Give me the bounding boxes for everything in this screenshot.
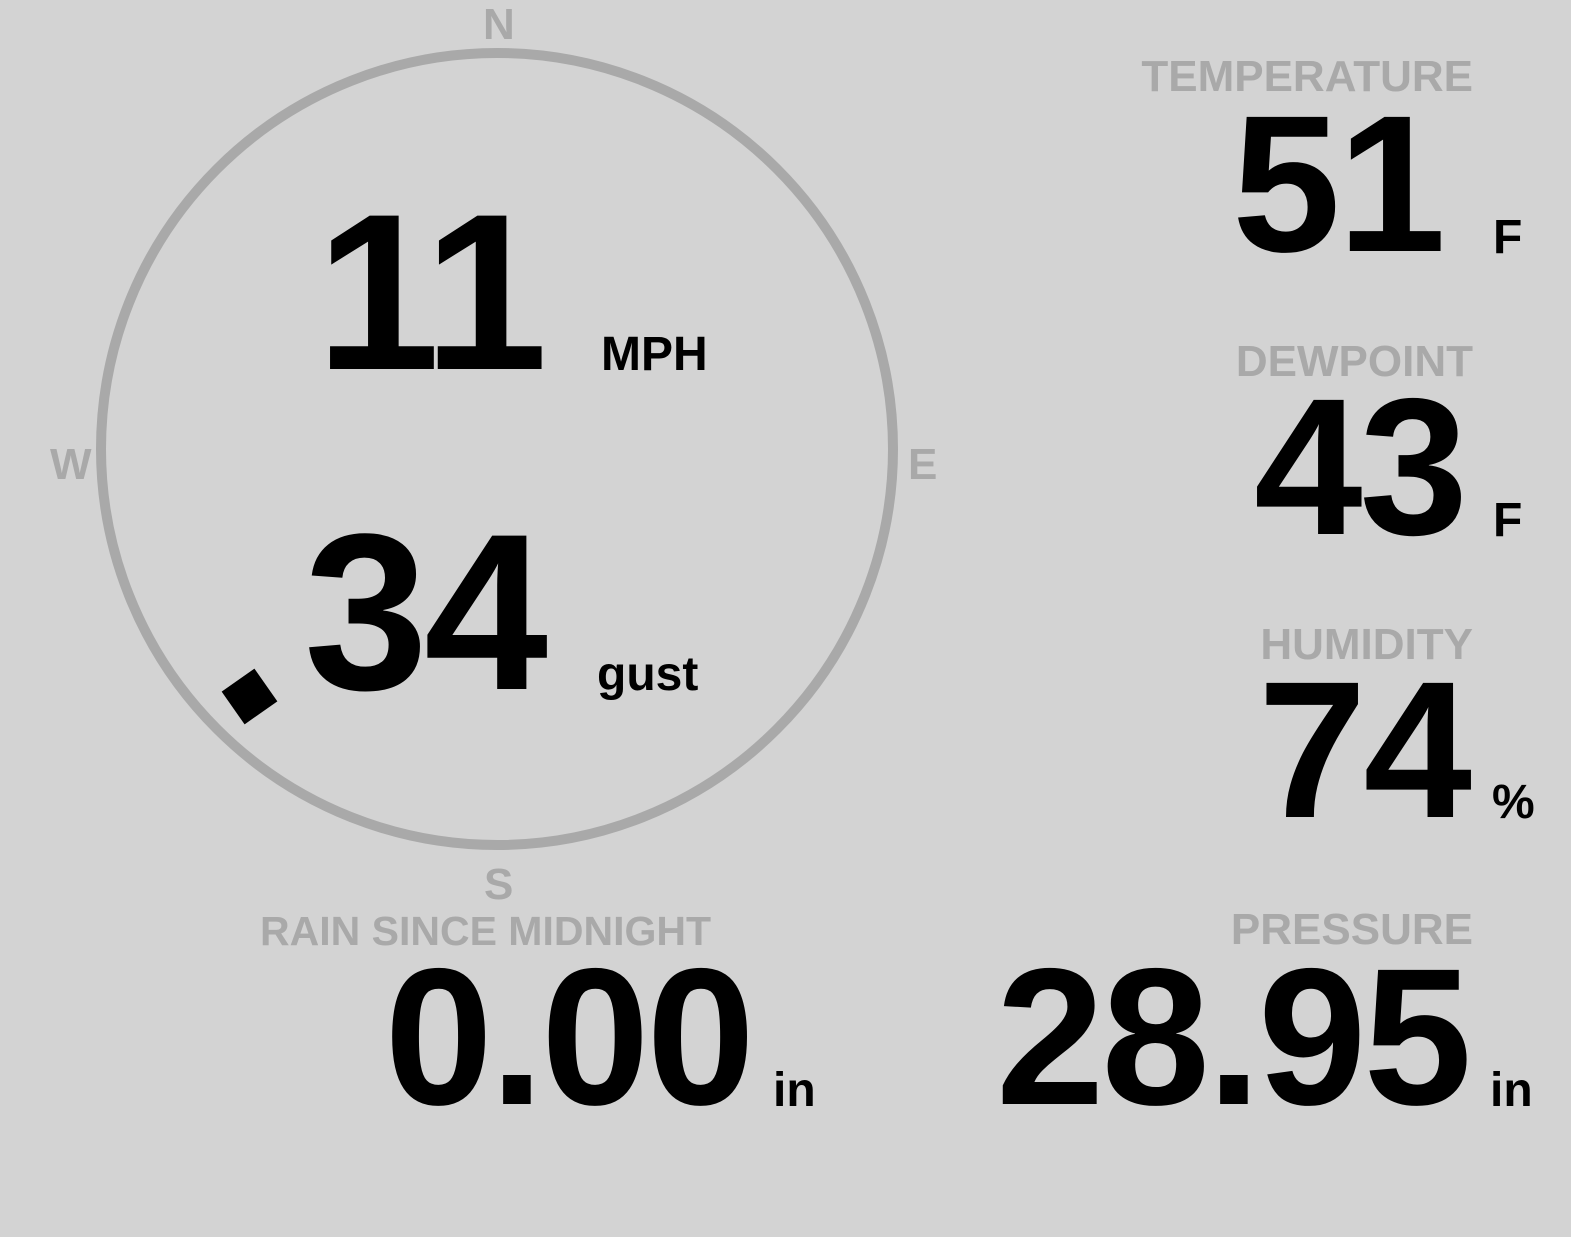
humidity-value: 74 xyxy=(1258,641,1472,859)
compass-north-label: N xyxy=(483,0,515,49)
dewpoint-unit: F xyxy=(1493,494,1523,547)
humidity-label: HUMIDITY xyxy=(1260,620,1473,669)
rain-label: RAIN SINCE MIDNIGHT xyxy=(260,908,711,954)
pressure-unit: in xyxy=(1490,1064,1533,1117)
compass-ring xyxy=(96,48,898,850)
wind-speed-value: 11 xyxy=(316,168,548,417)
compass-south-label: S xyxy=(484,860,514,909)
temperature-value: 51 xyxy=(1232,75,1446,293)
humidity-unit: % xyxy=(1492,776,1535,829)
wind-speed-unit: MPH xyxy=(601,328,708,381)
temperature-label: TEMPERATURE xyxy=(1141,52,1473,101)
dewpoint-label: DEWPOINT xyxy=(1235,337,1473,386)
compass-east-label: E xyxy=(908,440,938,489)
pressure-value: 28.95 xyxy=(996,928,1472,1146)
rain-value: 0.00 xyxy=(384,928,755,1146)
wind-direction-indicator xyxy=(221,668,278,725)
wind-gust-value: 34 xyxy=(304,488,548,737)
dewpoint-value: 43 xyxy=(1254,358,1468,576)
pressure-label: PRESSURE xyxy=(1230,905,1473,954)
rain-unit: in xyxy=(773,1064,816,1117)
wind-gust-label: gust xyxy=(597,648,699,701)
temperature-unit: F xyxy=(1493,211,1523,264)
compass-west-label: W xyxy=(50,440,92,489)
wind-compass xyxy=(96,48,898,850)
